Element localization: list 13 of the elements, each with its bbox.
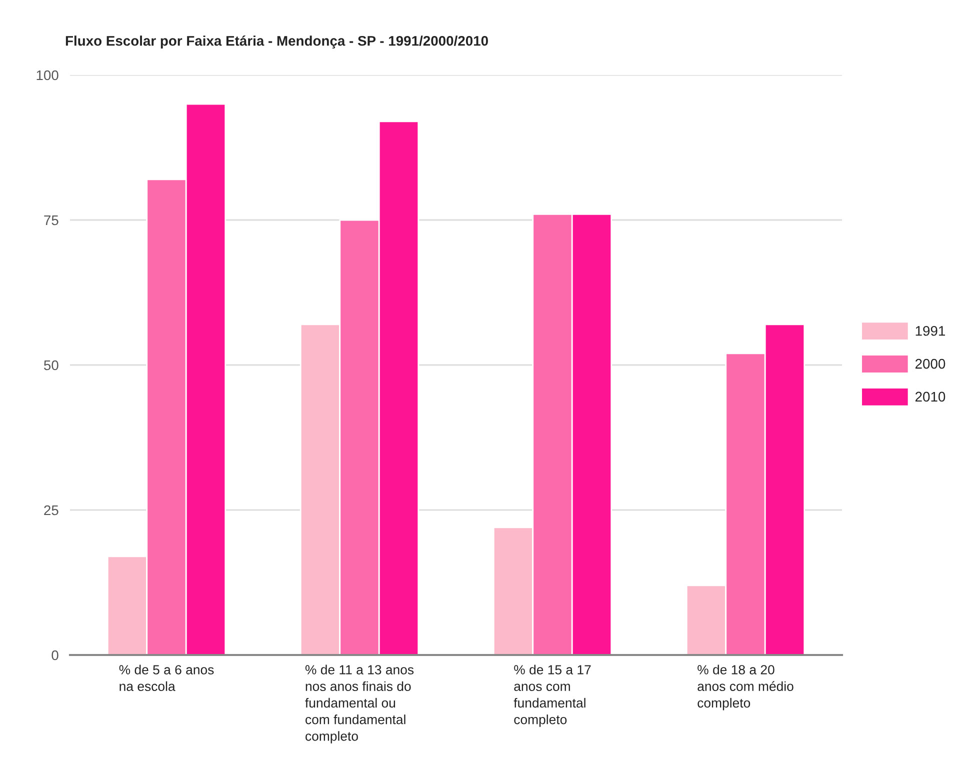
y-tick-label: 0 — [52, 650, 58, 660]
legend-label: 2000 — [915, 358, 946, 369]
legend-label: 2010 — [915, 392, 946, 402]
chart-title: Fluxo Escolar por Faixa Etária - Mendonça - SP - 1991/2000/2010 — [66, 35, 488, 49]
x-tick-label: % de 15 a 17 anos com fundamental completo — [514, 664, 591, 727]
legend-label: 1991 — [916, 326, 945, 336]
x-tick-label: % de 11 a 13 anos nos anos finais do fundamental ou com fundamental completo — [305, 664, 414, 744]
y-tick-label: 75 — [44, 215, 58, 226]
y-tick-label: 25 — [44, 505, 58, 516]
y-tick-label: 50 — [44, 360, 58, 370]
x-tick-label: % de 18 a 20 anos com médio completo — [698, 664, 794, 710]
y-tick-label: 100 — [36, 70, 58, 80]
x-tick-label: % de 5 a 6 anos na escola — [119, 664, 214, 692]
